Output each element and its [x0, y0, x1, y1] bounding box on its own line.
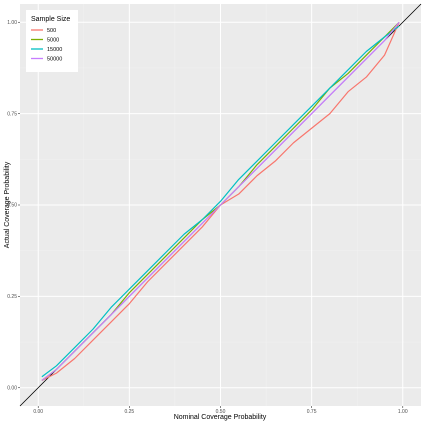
- x-tick-label: 0.00: [33, 409, 43, 415]
- y-tick-label: 1.00: [7, 20, 17, 26]
- x-axis-title: Nominal Coverage Probability: [174, 414, 267, 421]
- y-tick-label: 0.50: [7, 203, 17, 209]
- y-axis-title: Actual Coverage Probability: [4, 161, 11, 248]
- series-lines: [41, 21, 400, 381]
- legend-label-5000: 5000: [47, 38, 59, 44]
- x-tick-label: 0.50: [216, 409, 226, 415]
- legend-title: Sample Size: [31, 16, 70, 23]
- x-tick-label: 0.25: [124, 409, 134, 415]
- series-line-15000: [41, 25, 400, 378]
- legend-label-500: 500: [47, 28, 56, 34]
- legend-items: 500 5000 15000 50000: [31, 28, 62, 63]
- legend-label-50000: 50000: [47, 57, 62, 63]
- series-line-50000: [41, 21, 400, 381]
- y-tick-label: 0.00: [7, 385, 17, 391]
- x-tick-label: 0.75: [307, 409, 317, 415]
- x-axis-ticks: 0.00 0.25 0.50 0.75 1.00: [33, 406, 408, 415]
- x-tick-label: 1.00: [398, 409, 408, 415]
- legend: Sample Size 500 5000 15000 50000: [26, 10, 78, 72]
- y-axis-ticks: 0.00 0.25 0.50 0.75 1.00: [7, 20, 20, 391]
- legend-background: [26, 10, 78, 72]
- legend-label-15000: 15000: [47, 47, 62, 53]
- y-tick-label: 0.25: [7, 294, 17, 300]
- y-tick-label: 0.75: [7, 111, 17, 117]
